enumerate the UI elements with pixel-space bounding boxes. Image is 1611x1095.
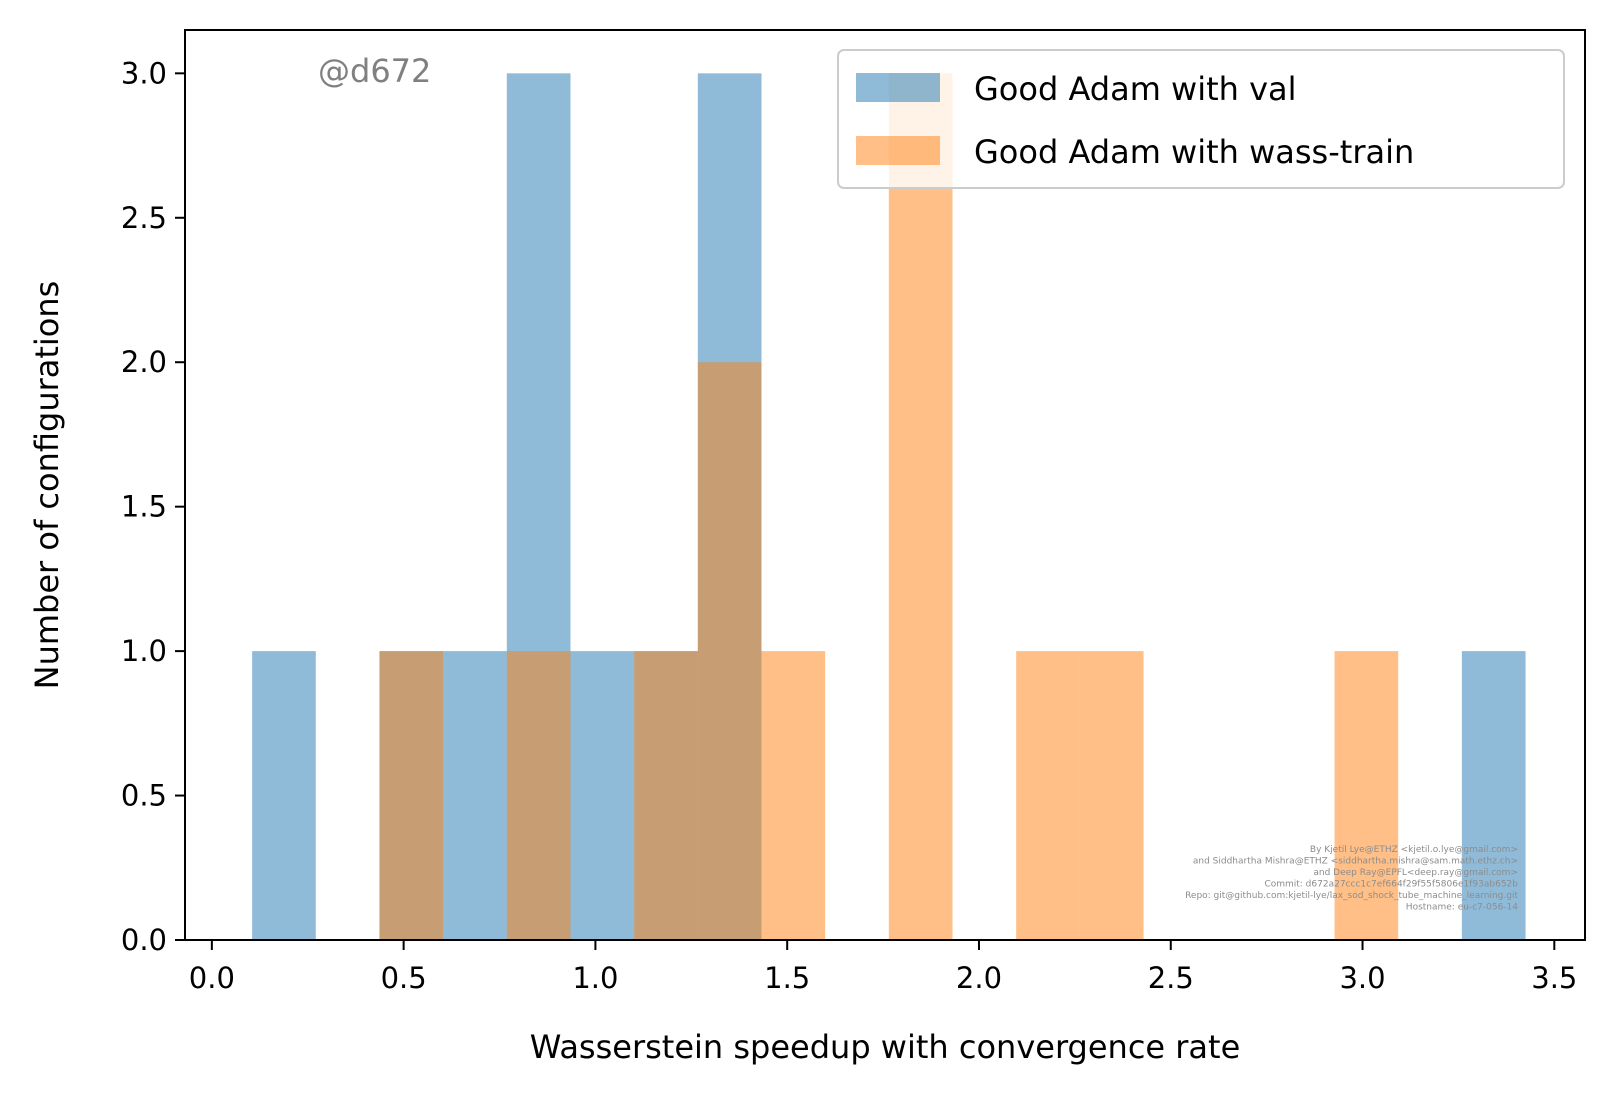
x-tick-label: 3.5 xyxy=(1531,961,1577,995)
bar-series1-bin7 xyxy=(697,362,762,940)
bar-series1-bin2 xyxy=(379,651,444,940)
x-axis-label: Wasserstein speedup with convergence rat… xyxy=(530,1028,1241,1066)
bars-layer xyxy=(252,73,1526,941)
bar-series0-bin5 xyxy=(570,651,635,940)
bar-series1-bin13 xyxy=(1079,651,1144,940)
y-tick-label: 2.0 xyxy=(121,345,167,379)
credits-line: By Kjetil Lye@ETHZ <kjetil.o.lye@gmail.c… xyxy=(1310,845,1518,855)
legend-label-val: Good Adam with val xyxy=(974,70,1297,108)
legend-swatch-wass-train xyxy=(856,136,940,165)
x-tick-label: 0.5 xyxy=(381,961,427,995)
x-tick-label: 3.0 xyxy=(1339,961,1385,995)
legend: Good Adam with val Good Adam with wass-t… xyxy=(837,49,1565,189)
credits-line: and Siddhartha Mishra@ETHZ <siddhartha.m… xyxy=(1193,857,1518,867)
bar-series0-bin0 xyxy=(252,651,316,940)
credits-line: Commit: d672a27ccc1c7ef664f29f55f5806e1f… xyxy=(1264,880,1518,890)
x-tick-label: 1.0 xyxy=(572,961,618,995)
x-tick-label: 2.5 xyxy=(1148,961,1194,995)
y-tick-label: 1.5 xyxy=(121,490,167,524)
x-tick-label: 0.0 xyxy=(189,961,235,995)
y-tick-label: 0.0 xyxy=(121,923,167,957)
credits-line: Repo: git@github.com:kjetil-lye/lax_sod_… xyxy=(1185,891,1518,901)
bar-series1-bin10 xyxy=(888,73,953,941)
legend-frame xyxy=(837,49,1565,189)
x-tick-label: 1.5 xyxy=(764,961,810,995)
y-tick-label: 3.0 xyxy=(121,56,167,90)
y-axis-label: Number of configurations xyxy=(28,281,66,690)
credits-line: and Deep Ray@EPFL<deep.ray@gmail.com> xyxy=(1313,868,1518,878)
x-tick-label: 2.0 xyxy=(956,961,1002,995)
credits-line: Hostname: eu-c7-056-14 xyxy=(1406,903,1518,913)
credits-block: By Kjetil Lye@ETHZ <kjetil.o.lye@gmail.c… xyxy=(1185,845,1518,913)
watermark-text: @d672 xyxy=(318,52,431,90)
bar-series1-bin4 xyxy=(506,651,571,940)
legend-label-wass-train: Good Adam with wass-train xyxy=(974,133,1414,171)
y-axis-ticks: 0.0 0.5 1.0 1.5 2.0 2.5 3.0 xyxy=(121,56,185,957)
bar-series1-bin6 xyxy=(634,651,698,940)
bar-series1-bin12 xyxy=(1016,651,1080,940)
bar-series1-bin17 xyxy=(1334,651,1399,940)
y-tick-label: 2.5 xyxy=(121,201,167,235)
y-tick-label: 1.0 xyxy=(121,634,167,668)
plot-frame xyxy=(184,29,1586,941)
x-axis-ticks: 0.0 0.5 1.0 1.5 2.0 2.5 3.0 3.5 xyxy=(189,940,1577,995)
legend-swatch-val xyxy=(856,73,940,102)
bar-series1-bin8 xyxy=(761,651,826,940)
bar-series0-bin19 xyxy=(1461,651,1526,940)
y-tick-label: 0.5 xyxy=(121,779,167,813)
bar-series0-bin3 xyxy=(443,651,507,940)
